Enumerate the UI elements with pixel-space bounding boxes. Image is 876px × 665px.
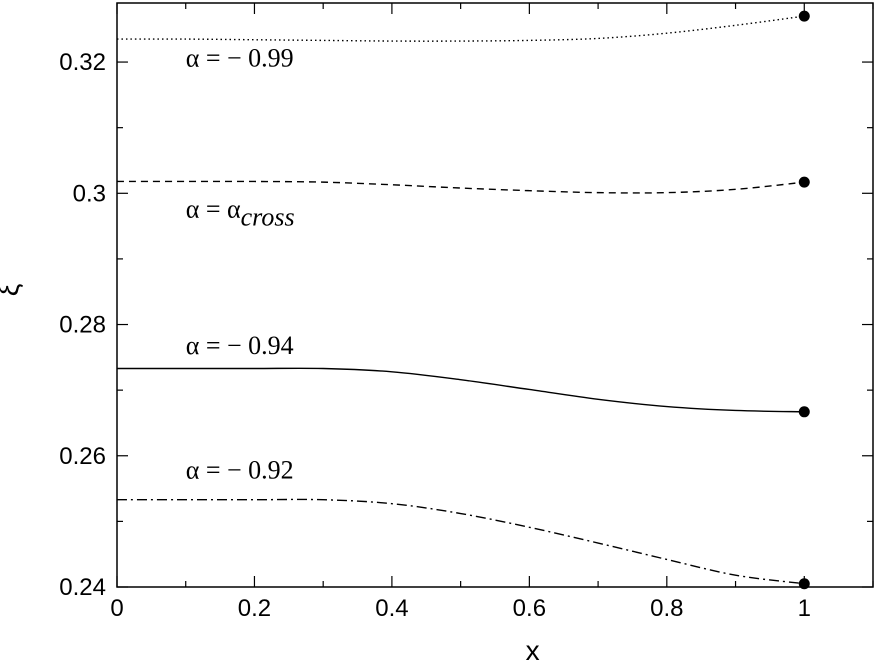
x-axis-title: x bbox=[526, 635, 540, 665]
x-tick-label: 0.4 bbox=[375, 595, 408, 622]
curves bbox=[116, 15, 805, 585]
x-tick-label: 0.8 bbox=[650, 595, 683, 622]
series-line-3 bbox=[117, 498, 805, 585]
series-label-main: α = α bbox=[186, 195, 241, 224]
y-tick-label: 0.3 bbox=[73, 180, 106, 207]
series-label-main: α = − 0.94 bbox=[186, 331, 294, 360]
x-tick-label: 0.2 bbox=[238, 595, 271, 622]
series-label-1: α = αcross bbox=[186, 195, 295, 232]
series-line-1 bbox=[117, 180, 805, 194]
endpoint-markers bbox=[798, 10, 810, 590]
tick-labels: 0 0.2 0.4 0.6 0.8 1 0.24 0.26 0.28 0.3 0.32 bbox=[59, 49, 811, 622]
series-label-0: α = − 0.99 bbox=[186, 44, 294, 73]
x-tick-label: 0 bbox=[110, 595, 123, 622]
series-label-2: α = − 0.94 bbox=[186, 331, 294, 360]
y-tick-label: 0.24 bbox=[59, 574, 106, 601]
endpoint-marker-2 bbox=[798, 406, 810, 418]
series-label-subscript: cross bbox=[241, 203, 295, 232]
series-label-3: α = − 0.92 bbox=[186, 456, 294, 485]
x-tick-label: 1 bbox=[798, 595, 811, 622]
x-tick-label: 0.6 bbox=[513, 595, 546, 622]
series-label-main: α = − 0.92 bbox=[186, 456, 294, 485]
y-tick-label: 0.26 bbox=[59, 443, 106, 470]
plot-frame bbox=[116, 2, 874, 588]
plot-border bbox=[116, 2, 874, 588]
y-tick-label: 0.32 bbox=[59, 49, 106, 76]
y-tick-label: 0.28 bbox=[59, 312, 106, 339]
series-label-main: α = − 0.99 bbox=[186, 44, 294, 73]
series-line-0 bbox=[116, 15, 805, 42]
endpoint-marker-3 bbox=[798, 578, 810, 590]
endpoint-marker-0 bbox=[798, 10, 810, 22]
series-line-2 bbox=[117, 367, 805, 413]
curve-labels: α = − 0.99 α = αcross α = − 0.94 α = − 0.92 bbox=[186, 44, 295, 485]
endpoint-marker-1 bbox=[798, 176, 810, 188]
y-axis-title: ξ bbox=[0, 284, 24, 297]
axis-ticks bbox=[116, 3, 874, 588]
